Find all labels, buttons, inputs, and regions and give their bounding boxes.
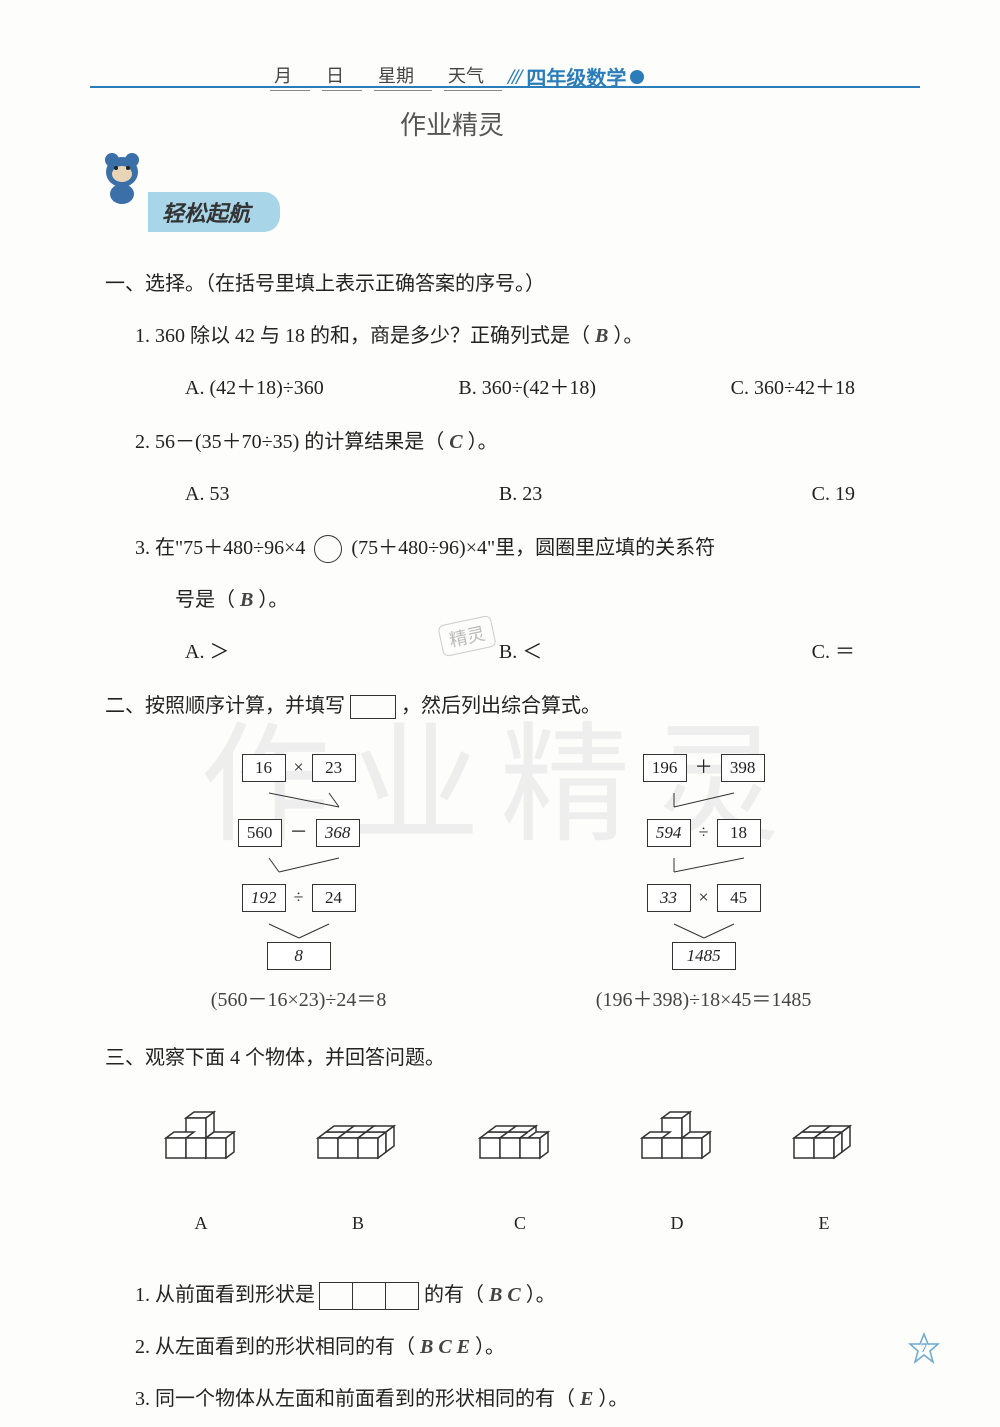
tr-conn1 [614,791,794,809]
q1-3-opt-c: C. ＝ [812,628,855,676]
tree-left: 16 × 23 560 － 368 192 ÷ 24 8 (560－16×23)… [209,740,389,1024]
tl-r2-b: 368 [316,819,360,847]
header-dot-icon [630,70,644,84]
q2-heading: 二、按照顺序计算，并填写 ，然后列出综合算式。 [105,682,915,730]
cube-d-label: D [632,1202,722,1245]
tl-conn2 [209,856,389,874]
tr-r2-a: 594 [647,819,691,847]
q3-1-shape [320,1282,419,1310]
q3-1-answer: B C [489,1284,521,1306]
q1-2-opt-a: A. 53 [185,470,229,518]
q3-1-b: 的有（ [424,1284,484,1306]
q1-3-text-line2: 号是（ B ）。 [105,576,915,624]
q1-2-opt-b: B. 23 [499,470,542,518]
tl-r3-b: 24 [312,884,356,912]
q3-3-b: ）。 [598,1388,628,1410]
q1-3-stem-a: 3. 在"75＋480÷96×4 [135,537,305,559]
tl-r1-a: 16 [242,754,286,782]
q1-2-text: 2. 56－(35＋70÷35) 的计算结果是（ C ）。 [105,418,915,466]
q3-3-answer: E [580,1388,593,1410]
q1-1-opt-b: B. 360÷(42＋18) [458,364,596,412]
q1-1-answer: B [595,325,608,347]
q3-heading: 三、观察下面 4 个物体，并回答问题。 [105,1034,915,1082]
tr-r3-op: × [699,876,709,919]
cube-d: D [632,1108,722,1245]
main-content: 一、选择。（在括号里填上表示正确答案的序号。） 1. 360 除以 42 与 1… [105,260,915,1427]
tl-r2-op: － [290,811,308,854]
q1-3-options: A. ＞ B. ＜ C. ＝ [105,628,915,676]
tl-conn3 [209,922,389,940]
q3-1-c: ）。 [526,1284,556,1306]
q1-3-stem-b: (75＋480÷96)×4"里，圆圈里应填的关系符 [351,537,715,559]
q3-2: 2. 从左面看到的形状相同的有（ B C E ）。 [105,1323,915,1371]
q3-3-a: 3. 同一个物体从左面和前面看到的形状相同的有（ [135,1388,575,1410]
tr-r3-b: 45 [717,884,761,912]
cube-b: B [308,1108,408,1245]
cube-e-label: E [784,1202,864,1245]
tr-r4: 1485 [672,942,736,970]
tl-r1-b: 23 [312,754,356,782]
q1-2-options: A. 53 B. 23 C. 19 [105,470,915,518]
cube-b-label: B [308,1202,408,1245]
q1-1-tail: ）。 [613,325,643,347]
q3-2-a: 2. 从左面看到的形状相同的有（ [135,1336,415,1358]
q1-3-tail: ）。 [258,589,288,611]
tr-r2-b: 18 [717,819,761,847]
q1-3-opt-a: A. ＞ [185,628,229,676]
q2-blank-box [350,695,396,719]
tr-r1-b: 398 [721,754,765,782]
tl-equation: (560－16×23)÷24＝8 [209,976,389,1024]
calculation-trees: 16 × 23 560 － 368 192 ÷ 24 8 (560－16×23)… [105,740,915,1024]
tl-r2-a: 560 [238,819,282,847]
page-number-star: 7 [908,1332,940,1364]
cube-a-label: A [156,1202,246,1245]
q1-1-stem: 1. 360 除以 42 与 18 的和，商是多少？正确列式是（ [135,325,590,347]
q1-2-opt-c: C. 19 [812,470,855,518]
handwritten-title: 作业精灵 [400,105,504,142]
q1-3-opt-b: B. ＜ [499,628,542,676]
q2-heading-a: 二、按照顺序计算，并填写 [105,695,345,717]
tr-r3-a: 33 [647,884,691,912]
q3-2-answer: B C E [420,1336,470,1358]
q1-2-answer: C [449,431,462,453]
tl-conn1 [209,791,389,809]
q3-1: 1. 从前面看到形状是 的有（ B C ）。 [105,1271,915,1319]
q1-3-stem-c: 号是（ [175,589,235,611]
cube-figures: A B C [105,1098,915,1255]
q1-2-tail: ）。 [468,431,498,453]
tl-r4: 8 [267,942,331,970]
tl-r3-op: ÷ [294,876,304,919]
q1-1-text: 1. 360 除以 42 与 18 的和，商是多少？正确列式是（ B ）。 [105,312,915,360]
q1-heading: 一、选择。（在括号里填上表示正确答案的序号。） [105,260,915,308]
cube-c-label: C [470,1202,570,1245]
cube-c: C [470,1108,570,1245]
q1-2-stem: 2. 56－(35＋70÷35) 的计算结果是（ [135,431,444,453]
bear-icon [100,150,144,204]
header-divider [90,86,920,88]
q1-3-circle-blank [314,535,342,563]
tr-conn2 [614,856,794,874]
tr-conn3 [614,922,794,940]
section-banner: 轻松起航 [148,192,280,232]
q1-3-answer: B [240,589,253,611]
q1-3-text-line1: 3. 在"75＋480÷96×4 (75＋480÷96)×4"里，圆圈里应填的关… [105,524,915,572]
q3-1-a: 1. 从前面看到形状是 [135,1284,315,1306]
cube-a: A [156,1108,246,1245]
tr-r1-op: ＋ [695,746,713,789]
tl-r3-a: 192 [242,884,286,912]
page-number: 7 [921,1340,928,1355]
tree-right: 196 ＋ 398 594 ÷ 18 33 × 45 1485 (196＋398… [596,740,812,1024]
q1-1-opt-c: C. 360÷42＋18 [731,364,855,412]
q1-1-options: A. (42＋18)÷360 B. 360÷(42＋18) C. 360÷42＋… [105,364,915,412]
q3-2-b: ）。 [475,1336,505,1358]
tr-r2-op: ÷ [699,811,709,854]
q2-heading-b: ，然后列出综合算式。 [401,695,601,717]
tr-equation: (196＋398)÷18×45＝1485 [596,976,812,1024]
q3-3: 3. 同一个物体从左面和前面看到的形状相同的有（ E ）。 [105,1375,915,1423]
cube-e: E [784,1108,864,1245]
tr-r1-a: 196 [643,754,687,782]
tl-r1-op: × [294,746,304,789]
q1-1-opt-a: A. (42＋18)÷360 [185,364,324,412]
